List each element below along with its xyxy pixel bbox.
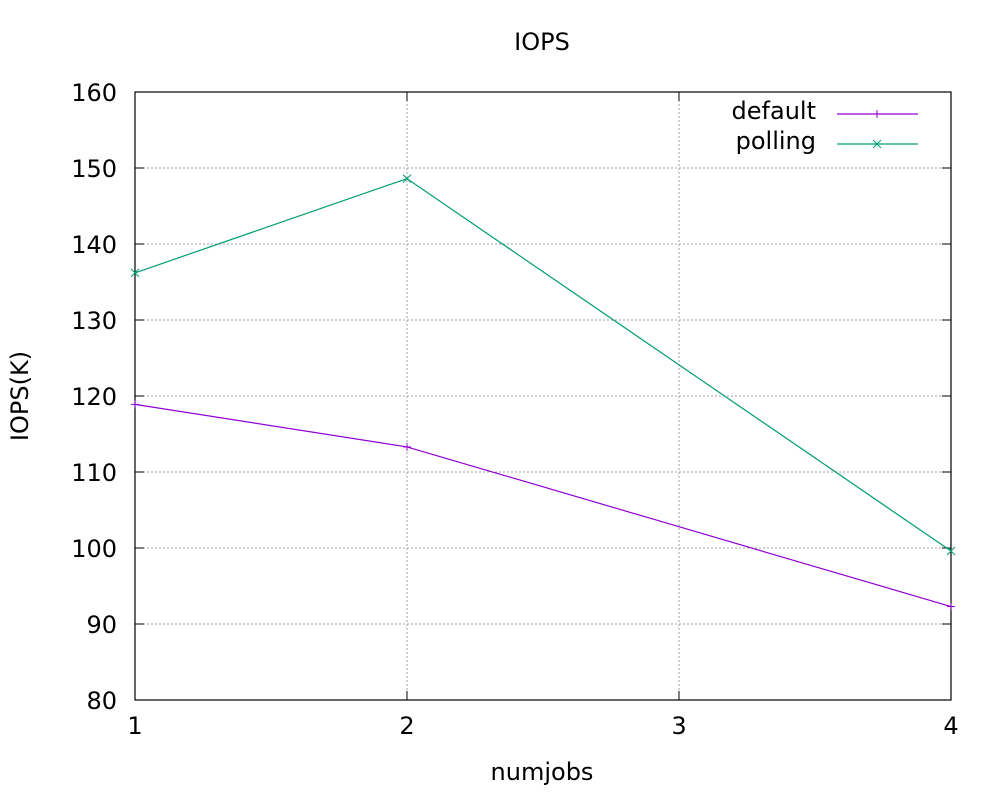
y-tick-label: 150 [71, 155, 117, 183]
axis-ticks: 80 90 100 110 120 130 140 150 160 1 2 3 4 [71, 79, 958, 740]
series-default [131, 400, 955, 611]
legend-label-default: default [732, 97, 816, 125]
chart-title: IOPS [514, 28, 570, 56]
y-axis-label: IOPS(K) [6, 351, 34, 441]
data-point-default [131, 400, 139, 409]
series-line-default [134, 403, 952, 608]
x-tick-label: 2 [399, 712, 414, 740]
data-point-polling [946, 546, 956, 556]
series-line-polling [134, 177, 952, 552]
x-tick-label: 1 [127, 712, 142, 740]
y-tick-label: 160 [71, 79, 117, 107]
data-point-default [947, 602, 955, 611]
legend-marker-default [873, 110, 881, 118]
y-tick-label: 140 [71, 231, 117, 259]
series-layer [130, 174, 956, 611]
legend-label-polling: polling [736, 127, 816, 155]
data-point-default [403, 442, 411, 451]
x-tick-label: 3 [671, 712, 686, 740]
y-tick-label: 90 [86, 611, 117, 639]
series-polling [130, 174, 956, 556]
grid [135, 92, 951, 700]
y-tick-label: 110 [71, 459, 117, 487]
legend-marker-polling [872, 139, 882, 149]
x-axis-label: numjobs [491, 758, 594, 786]
y-tick-label: 130 [71, 307, 117, 335]
y-tick-label: 120 [71, 383, 117, 411]
data-point-polling [130, 268, 140, 278]
y-tick-label: 80 [86, 687, 117, 715]
y-tick-label: 100 [71, 535, 117, 563]
data-point-polling [402, 174, 412, 183]
x-tick-label: 4 [943, 712, 958, 740]
